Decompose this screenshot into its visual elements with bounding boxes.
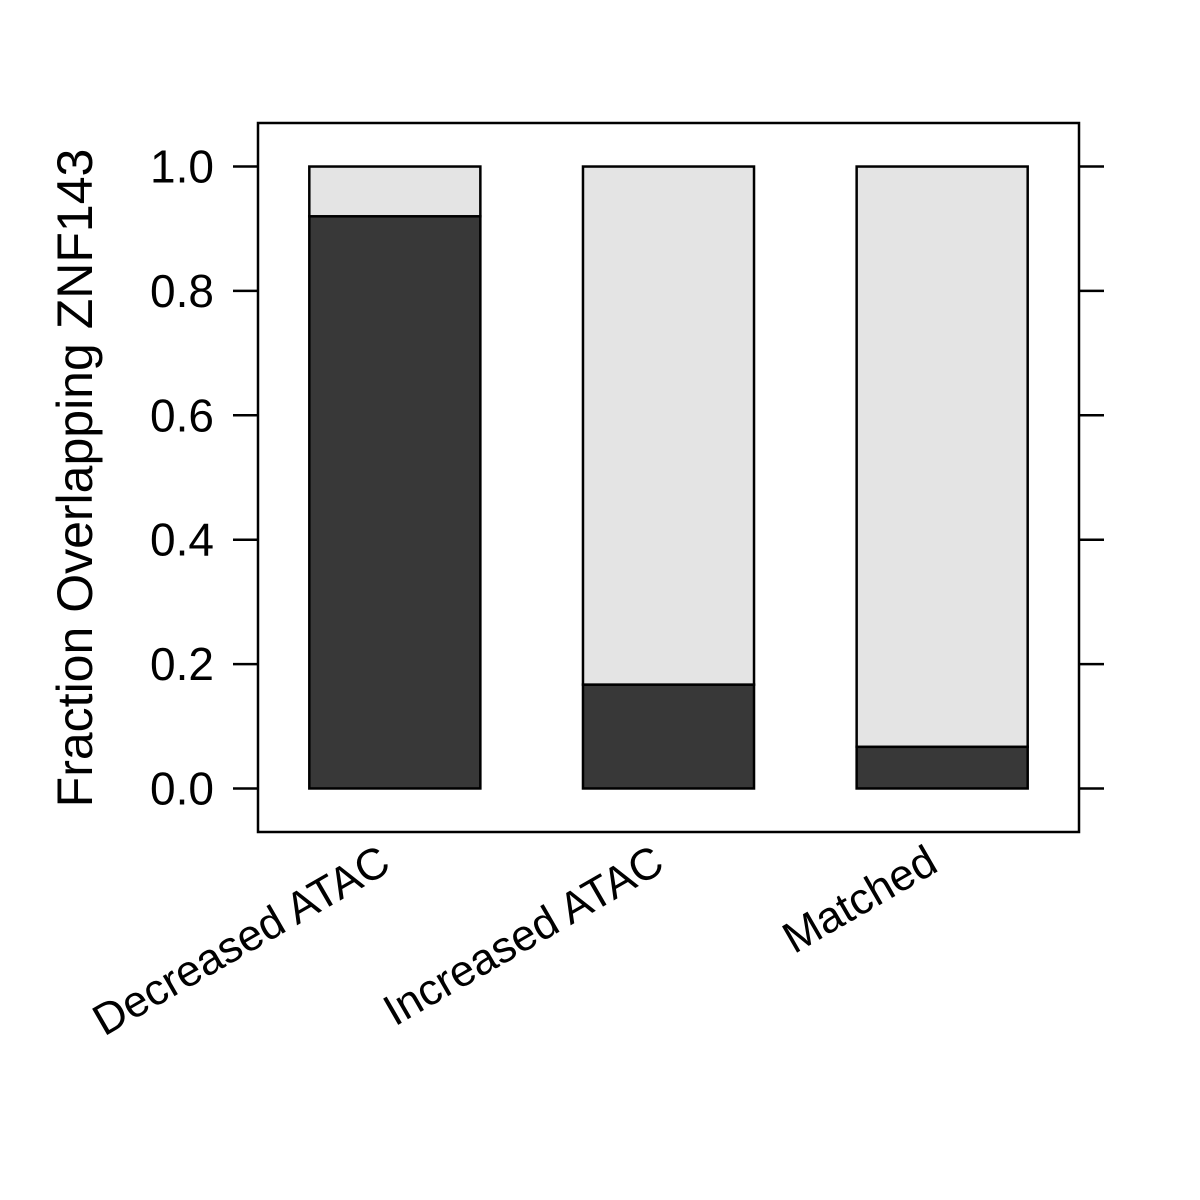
- y-tick-label-5: 1.0: [150, 141, 214, 193]
- y-axis-left: 0.0 0.2 0.4 0.6 0.8 1.0: [150, 141, 258, 814]
- category-label-increased-atac: Increased ATAC: [375, 836, 671, 1035]
- y-tick-label-3: 0.6: [150, 389, 214, 441]
- y-tick-label-4: 0.8: [150, 265, 214, 317]
- y-axis-right: [1079, 165, 1104, 790]
- y-tick-label-1: 0.2: [150, 638, 214, 690]
- y-tick-label-2: 0.4: [150, 514, 214, 566]
- bar-segment-matched-1: [855, 165, 1029, 749]
- bar-segment-increased-atac-1: [581, 165, 756, 686]
- category-label-matched: Matched: [775, 836, 946, 963]
- bar-segment-decreased-atac-1: [308, 165, 482, 218]
- y-tick-label-0: 0.0: [150, 762, 214, 814]
- bar-segment-increased-atac-0: [581, 683, 756, 790]
- bar-segment-decreased-atac-0: [308, 215, 482, 790]
- y-axis-title: Fraction Overlapping ZNF143: [47, 149, 103, 808]
- category-label-decreased-atac: Decreased ATAC: [85, 836, 398, 1045]
- bar-segment-matched-0: [855, 745, 1029, 790]
- bars-group: [308, 165, 1029, 790]
- plot-frame: [256, 121, 1081, 834]
